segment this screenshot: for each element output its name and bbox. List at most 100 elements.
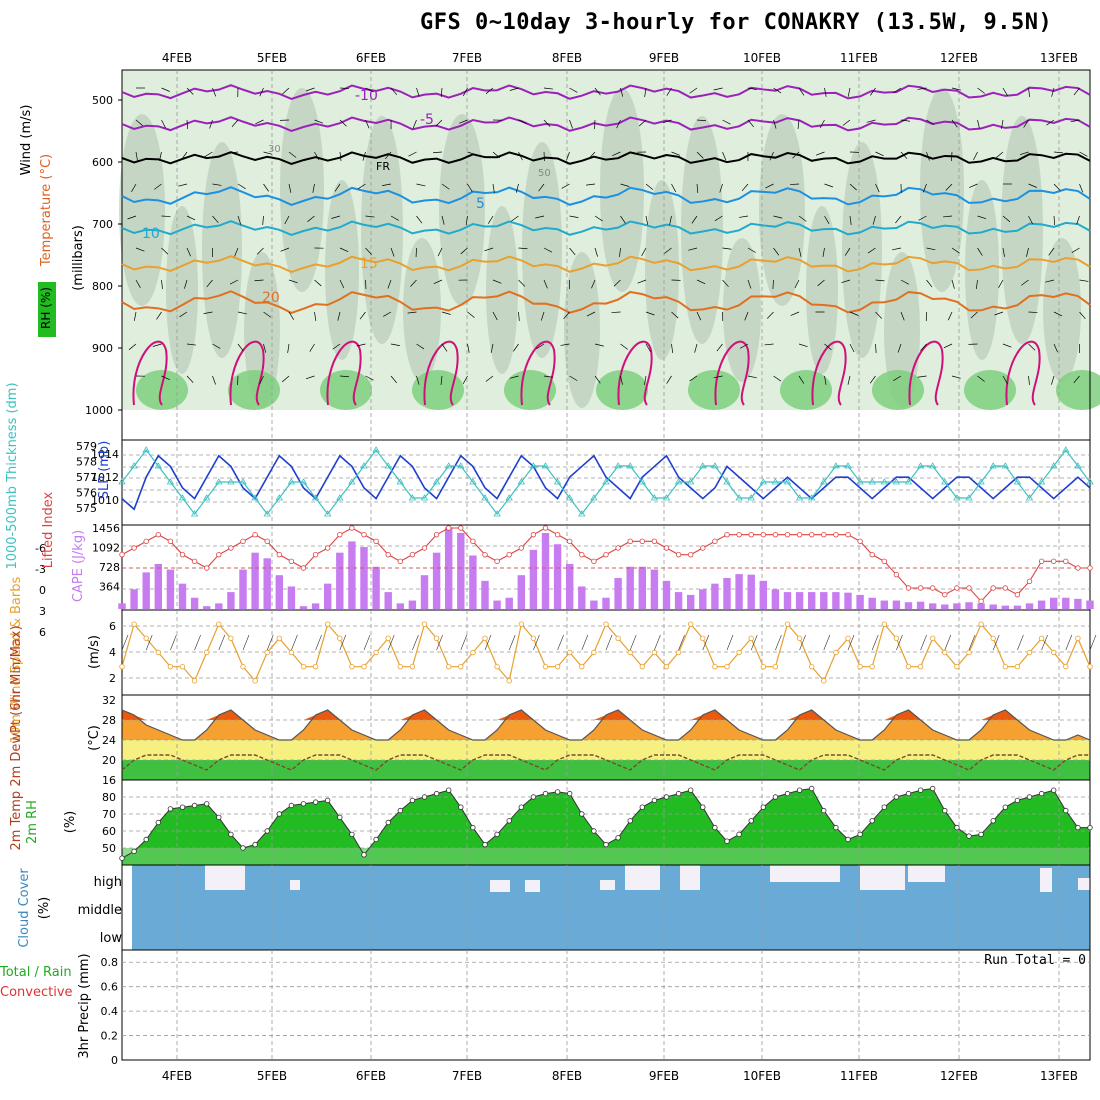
rh-point bbox=[748, 818, 754, 824]
wind-barb bbox=[186, 375, 194, 383]
temp-tick: 28 bbox=[102, 714, 116, 727]
date-label-bottom: 7FEB bbox=[452, 1069, 482, 1083]
cape-bar bbox=[215, 603, 223, 609]
lifted-index-point bbox=[276, 551, 282, 558]
date-label-top: 10FEB bbox=[743, 51, 781, 65]
wind-barb bbox=[719, 183, 723, 193]
wind-barb bbox=[744, 311, 749, 321]
cloud-level-label: high bbox=[94, 875, 122, 890]
wind-barb bbox=[407, 311, 417, 314]
thickness-point bbox=[941, 478, 949, 485]
wind-speed-point bbox=[337, 635, 343, 642]
contour-label: 20 bbox=[262, 290, 280, 306]
wind-barb bbox=[339, 279, 345, 289]
cape-bar bbox=[771, 589, 780, 609]
cape-bar bbox=[227, 592, 235, 609]
wind-barb bbox=[365, 215, 375, 218]
rh-point bbox=[252, 841, 258, 848]
date-label-top: 8FEB bbox=[552, 51, 582, 65]
wind-barb bbox=[212, 215, 219, 224]
wind-barb bbox=[951, 247, 960, 254]
wind-barb bbox=[312, 183, 315, 193]
lifted-index-point bbox=[712, 538, 718, 545]
wind-barb bbox=[203, 311, 213, 314]
wind-barb bbox=[1073, 87, 1080, 96]
temp-contour-25 bbox=[132, 340, 168, 406]
lifted-index-point bbox=[458, 525, 464, 531]
cloud-gap bbox=[908, 865, 945, 882]
wind-barb bbox=[179, 311, 188, 318]
rh-contour bbox=[884, 252, 920, 408]
thickness-point bbox=[239, 478, 247, 485]
wind-barb bbox=[824, 183, 834, 188]
wind-barb bbox=[611, 311, 621, 313]
wind-barb bbox=[254, 279, 264, 282]
rh-point bbox=[567, 790, 573, 797]
rh-point bbox=[530, 794, 537, 800]
cloud-gap bbox=[860, 865, 905, 890]
wind-barb bbox=[181, 151, 188, 160]
date-label-top: 9FEB bbox=[649, 51, 679, 65]
thickness-point bbox=[215, 478, 223, 485]
cape-bar bbox=[662, 580, 671, 609]
wind-barb bbox=[875, 279, 885, 282]
cape-bar bbox=[372, 566, 380, 609]
thickness-point bbox=[360, 462, 368, 469]
wind-speed-point bbox=[675, 649, 682, 656]
lifted-index-point bbox=[905, 585, 912, 591]
wind-barb bbox=[543, 119, 551, 127]
wind-barb bbox=[926, 119, 935, 125]
wind-barb bbox=[847, 87, 851, 97]
wind-barb bbox=[594, 375, 601, 384]
wind-barb bbox=[722, 247, 732, 250]
wind-speed-point bbox=[119, 663, 125, 670]
wind-speed-point bbox=[639, 663, 645, 670]
cape-bar bbox=[953, 603, 961, 609]
thickness-point bbox=[311, 494, 320, 501]
wind-barb bbox=[951, 375, 961, 379]
thickness-point bbox=[759, 478, 768, 485]
rh-point bbox=[482, 841, 488, 848]
wind-barb bbox=[437, 247, 443, 257]
thickness-point bbox=[166, 478, 175, 485]
temp-tick: 32 bbox=[102, 694, 116, 707]
cape-bar bbox=[699, 589, 707, 609]
date-label-top: 4FEB bbox=[162, 51, 192, 65]
lifted-index-point bbox=[591, 558, 597, 565]
wind-barb bbox=[492, 311, 498, 321]
wind-barb bbox=[186, 87, 194, 95]
thickness-point bbox=[130, 462, 138, 469]
wind-barb-10m bbox=[823, 634, 831, 651]
wind-barb bbox=[844, 247, 851, 256]
thickness-point bbox=[638, 478, 647, 485]
wind-barb bbox=[412, 119, 417, 129]
rh-point bbox=[1002, 804, 1008, 810]
rh-point bbox=[845, 836, 851, 843]
wind-barb bbox=[156, 311, 162, 320]
cape-bar bbox=[469, 555, 477, 609]
wind-barb bbox=[994, 311, 1004, 316]
wind-barb bbox=[460, 247, 468, 255]
lifted-index-point bbox=[736, 531, 742, 538]
wind-speed-point bbox=[530, 635, 537, 642]
lifted-index-point bbox=[167, 538, 174, 545]
thickness-point bbox=[1037, 478, 1046, 485]
wind-barb bbox=[518, 247, 528, 250]
cape-bar bbox=[1074, 598, 1082, 609]
wind-barb bbox=[416, 215, 423, 224]
dewpoint-line bbox=[121, 754, 1090, 771]
wind-barb bbox=[518, 119, 527, 124]
wind-barb-10m bbox=[702, 634, 710, 651]
wind-barb bbox=[128, 343, 137, 350]
lifted-index-point bbox=[809, 531, 815, 538]
rh-contour bbox=[1001, 116, 1043, 344]
wind-speed-point bbox=[191, 678, 198, 684]
wind-barb bbox=[337, 311, 341, 321]
wind-barb bbox=[518, 279, 526, 287]
wind-barb bbox=[1028, 215, 1033, 225]
contour-label: 5 bbox=[476, 196, 485, 212]
wind-barb bbox=[1019, 151, 1029, 156]
wind-barb bbox=[186, 247, 191, 257]
unit-rh2m: (%) bbox=[63, 811, 78, 834]
